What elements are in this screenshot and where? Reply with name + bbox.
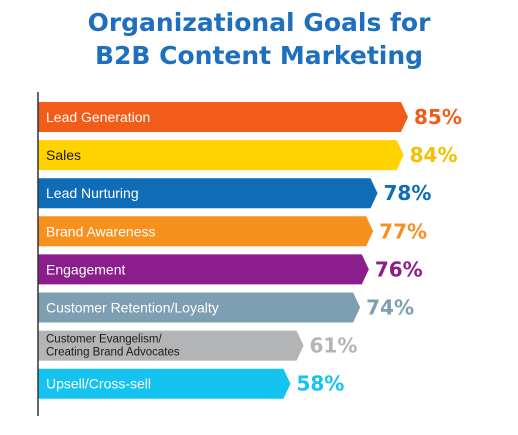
- bar: [38, 330, 304, 361]
- bar: [38, 292, 361, 323]
- chart-title-line-2: B2B Content Marketing: [94, 41, 424, 70]
- bar: [38, 254, 369, 285]
- bar: [38, 178, 378, 209]
- value-label: 61%: [310, 334, 358, 358]
- bar: [38, 368, 291, 399]
- value-label: 77%: [379, 219, 427, 243]
- bar: [38, 140, 404, 171]
- value-label: 76%: [375, 257, 423, 281]
- category-label: Sales: [46, 147, 81, 163]
- bar: [38, 102, 408, 132]
- category-label: Upsell/Cross-sell: [46, 376, 151, 392]
- chart-title-line-1: Organizational Goals for: [87, 8, 431, 37]
- category-label: Lead Nurturing: [46, 185, 139, 201]
- category-label: Customer Evangelism/Creating Brand Advoc…: [46, 334, 180, 359]
- value-label: 78%: [384, 181, 432, 205]
- chart-title: Organizational Goals for B2B Content Mar…: [0, 6, 518, 72]
- category-label: Brand Awareness: [46, 223, 155, 239]
- category-label: Engagement: [46, 261, 126, 277]
- value-label: 84%: [410, 143, 458, 167]
- value-label: 58%: [296, 372, 344, 396]
- value-label: 74%: [366, 296, 414, 320]
- category-label: Customer Retention/Loyalty: [46, 300, 219, 316]
- value-label: 85%: [414, 105, 462, 129]
- bar: [38, 216, 374, 247]
- category-label: Lead Generation: [46, 109, 150, 125]
